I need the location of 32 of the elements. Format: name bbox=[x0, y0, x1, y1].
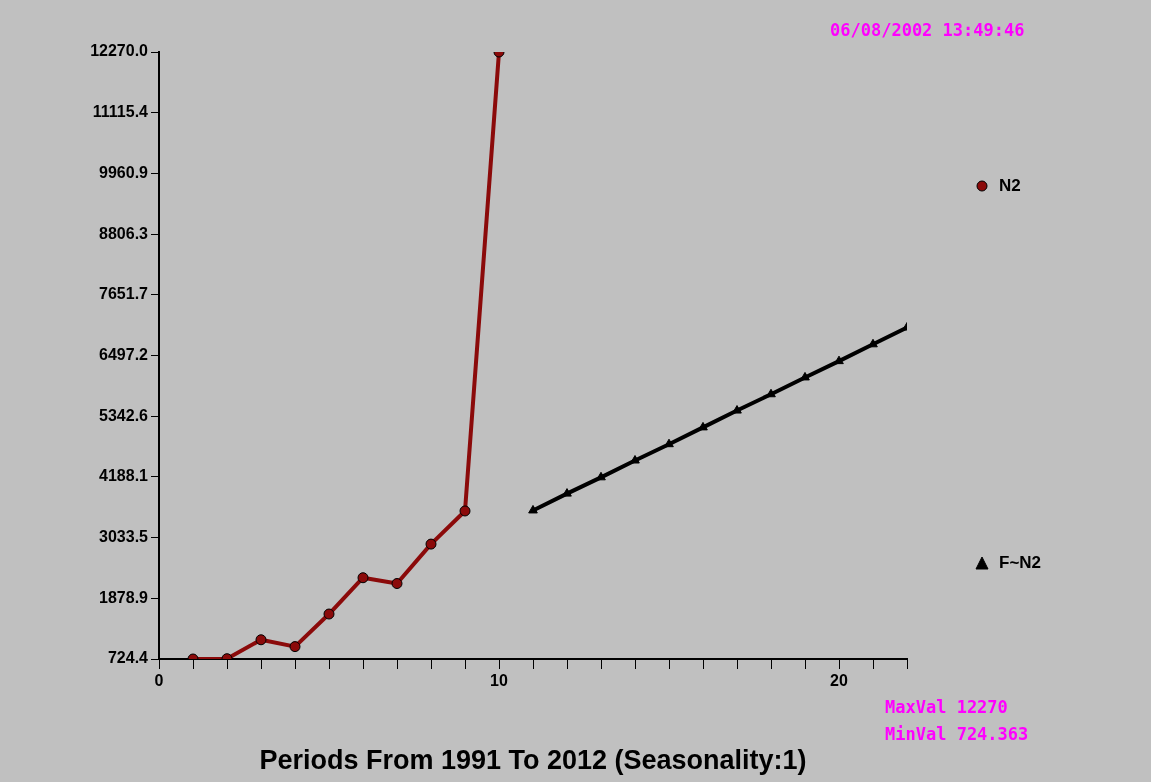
point bbox=[800, 371, 810, 381]
point bbox=[425, 538, 437, 550]
x-tick-label: 20 bbox=[830, 672, 848, 690]
point bbox=[630, 455, 640, 464]
y-tick-label: 6497.2 bbox=[99, 345, 149, 363]
y-tick-label: 12270.0 bbox=[90, 42, 149, 60]
text: 06/08/2002 13:49:46 bbox=[830, 20, 1025, 40]
y-tick-label: 9960.9 bbox=[99, 163, 149, 181]
x-tick-label: 10 bbox=[490, 672, 508, 690]
point bbox=[289, 641, 301, 653]
point bbox=[323, 608, 335, 620]
point bbox=[528, 504, 538, 514]
point bbox=[562, 488, 572, 497]
y-tick-label: 11115.4 bbox=[92, 103, 149, 121]
point bbox=[732, 405, 742, 414]
point bbox=[357, 572, 369, 584]
point bbox=[255, 634, 267, 646]
legend-label: F~N2 bbox=[999, 553, 1042, 573]
text: MinVal 724.363 bbox=[885, 724, 1029, 744]
y-tick-label: 1878.9 bbox=[99, 588, 149, 606]
y-tick-label: 5342.6 bbox=[99, 406, 149, 424]
y-tick-label: 724.4 bbox=[107, 649, 149, 667]
point bbox=[391, 578, 403, 590]
point bbox=[459, 505, 471, 517]
x-axis-title: Periods From 1991 To 2012 (Seasonality:1) bbox=[259, 745, 807, 776]
y-tick-label: 7651.7 bbox=[99, 285, 149, 303]
y-tick-label: 3033.5 bbox=[99, 528, 149, 546]
legend-label: N2 bbox=[999, 176, 1021, 196]
x-tick-label: 0 bbox=[154, 672, 164, 690]
y-tick-label: 4188.1 bbox=[99, 467, 149, 485]
y-tick-label: 8806.3 bbox=[99, 224, 149, 242]
text: MaxVal 12270 bbox=[885, 697, 1008, 717]
